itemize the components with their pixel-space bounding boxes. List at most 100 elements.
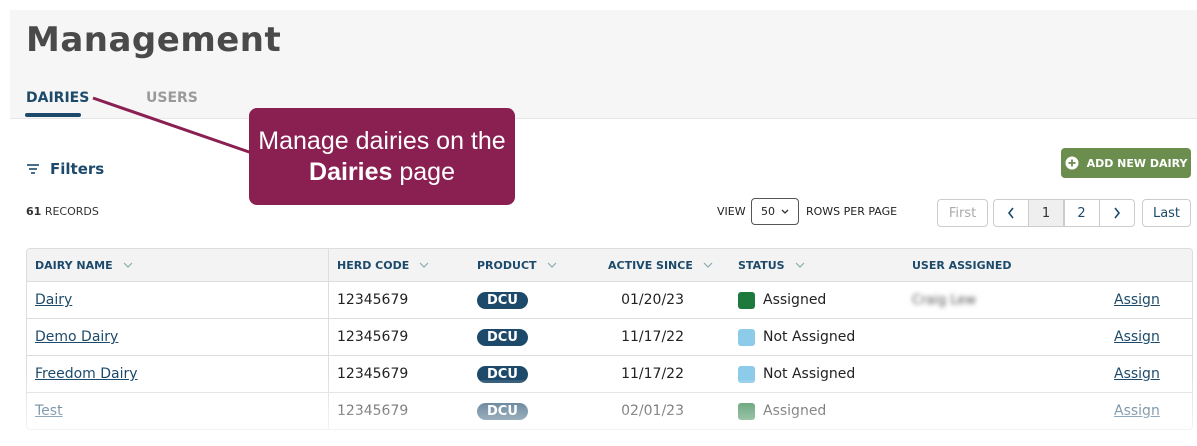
herd-code: 12345679 — [337, 329, 409, 345]
header-cell[interactable]: ACTIVE SINCE — [608, 249, 713, 281]
page-prev[interactable] — [993, 199, 1029, 227]
cell: 12345679 — [337, 356, 408, 392]
callout-line: Dairies page — [249, 157, 515, 188]
rows-label: ROWS PER PAGE — [806, 205, 898, 218]
header-label: USER ASSIGNED — [912, 258, 1012, 272]
cell: Assigned — [738, 282, 826, 318]
header-cell[interactable]: PRODUCT — [477, 249, 557, 281]
tab-indicator — [25, 113, 81, 117]
assign-link[interactable]: Assign — [1114, 366, 1160, 382]
page-last[interactable]: Last — [1142, 199, 1191, 227]
column-separator — [328, 356, 329, 392]
assigned-user: Craig Lew — [912, 292, 977, 308]
chevron — [781, 209, 789, 214]
header-cell[interactable]: STATUS — [738, 249, 805, 281]
callout-text: page — [399, 157, 455, 186]
herd-code: 12345679 — [337, 292, 409, 308]
product-badge: DCU — [477, 328, 528, 346]
cell: 11/17/22 — [587, 356, 684, 392]
header-cell[interactable]: HERD CODE — [337, 249, 429, 281]
chevron-left — [1007, 207, 1014, 219]
filter-icon — [27, 164, 39, 174]
cell: Assign — [1114, 282, 1160, 318]
tab[interactable]: DAIRIES — [26, 90, 90, 106]
status-label: Not Assigned — [763, 366, 856, 382]
cell: Freedom Dairy — [35, 356, 138, 392]
callout-line: Manage dairies on the — [249, 126, 515, 157]
cell: DCU — [477, 282, 528, 318]
cell: 01/20/23 — [587, 282, 684, 318]
active-date: 01/20/23 — [621, 292, 684, 308]
column-separator — [328, 249, 329, 281]
page-next[interactable] — [1099, 199, 1135, 227]
filters-button[interactable]: Filters — [26, 160, 104, 178]
cell: Not Assigned — [738, 319, 855, 355]
cell: Assign — [1114, 356, 1160, 392]
header-label: STATUS — [738, 258, 785, 272]
filters-label: Filters — [50, 160, 105, 178]
tab[interactable]: USERS — [146, 90, 198, 106]
column-separator — [328, 319, 329, 355]
header-label: PRODUCT — [477, 258, 537, 272]
add-dairy-label: ADD NEW DAIRY — [1086, 156, 1188, 170]
product-badge: DCU — [477, 291, 528, 309]
status-swatch — [738, 328, 755, 346]
active-date: 11/17/22 — [621, 366, 684, 382]
view-label: VIEW — [717, 205, 746, 218]
plus-icon — [1065, 156, 1079, 170]
record-count: 61 RECORDS — [26, 205, 99, 218]
cell: Assign — [1114, 319, 1160, 355]
cell: Not Assigned — [738, 356, 855, 392]
page-title: Management — [26, 20, 282, 60]
page-first[interactable]: First — [937, 199, 988, 227]
callout: Manage dairies on the Dairies page — [249, 108, 515, 205]
sort-icon — [795, 262, 805, 268]
table-row: Dairy 12345679 DCU 01/20/23 Assigned Craig Le… — [27, 281, 1192, 318]
sort-icon — [703, 262, 713, 268]
active-date: 11/17/22 — [621, 329, 684, 345]
page-number[interactable]: 1 — [1028, 199, 1064, 227]
dairy-link[interactable]: Freedom Dairy — [35, 366, 138, 382]
herd-code: 12345679 — [337, 366, 409, 382]
sort-icon — [547, 262, 556, 268]
status-swatch — [738, 365, 755, 383]
header-label: DAIRY NAME — [35, 258, 113, 272]
product-badge: DCU — [477, 365, 528, 383]
header-label: HERD CODE — [337, 258, 410, 272]
record-label: RECORDS — [44, 205, 99, 218]
cell: DCU — [477, 356, 528, 392]
sort-icon — [419, 262, 429, 268]
cell: Dairy — [35, 282, 72, 318]
add-dairy-button[interactable]: ADD NEW DAIRY — [1061, 148, 1191, 178]
cell: Demo Dairy — [35, 319, 118, 355]
record-number: 61 — [26, 205, 42, 218]
assign-link[interactable]: Assign — [1114, 292, 1160, 308]
cell: 12345679 — [337, 319, 408, 355]
rows-value: 50 — [761, 205, 775, 218]
dairy-link[interactable]: Dairy — [35, 292, 73, 308]
dairy-link[interactable]: Demo Dairy — [35, 329, 119, 345]
status-swatch — [738, 291, 755, 309]
sort-icon — [123, 262, 133, 268]
table-header: DAIRY NAME HERD CODE PRODUCT ACTIVE SINCE ST… — [27, 249, 1192, 281]
cell: DCU — [477, 319, 528, 355]
callout-text: Manage dairies on the — [258, 126, 506, 155]
table-row: Freedom Dairy 12345679 DCU 11/17/22 Not Assi… — [27, 355, 1192, 392]
chevron-right — [1114, 207, 1121, 219]
table-row: Demo Dairy 12345679 DCU 11/17/22 Not Assigne… — [27, 318, 1192, 355]
cell: 11/17/22 — [587, 319, 684, 355]
header-label: ACTIVE SINCE — [608, 258, 693, 272]
rows-select[interactable]: 50 — [751, 198, 799, 225]
header-cell: USER ASSIGNED — [912, 249, 1012, 281]
callout-bold: Dairies — [309, 157, 393, 186]
page-number[interactable]: 2 — [1063, 199, 1100, 227]
header-cell[interactable]: DAIRY NAME — [35, 249, 133, 281]
status-label: Not Assigned — [763, 329, 856, 345]
assign-link[interactable]: Assign — [1114, 329, 1160, 345]
cell: Craig Lew — [912, 282, 976, 318]
fade-overlay — [0, 380, 1197, 446]
column-separator — [328, 282, 329, 318]
status-label: Assigned — [763, 292, 827, 308]
cell: 12345679 — [337, 282, 408, 318]
